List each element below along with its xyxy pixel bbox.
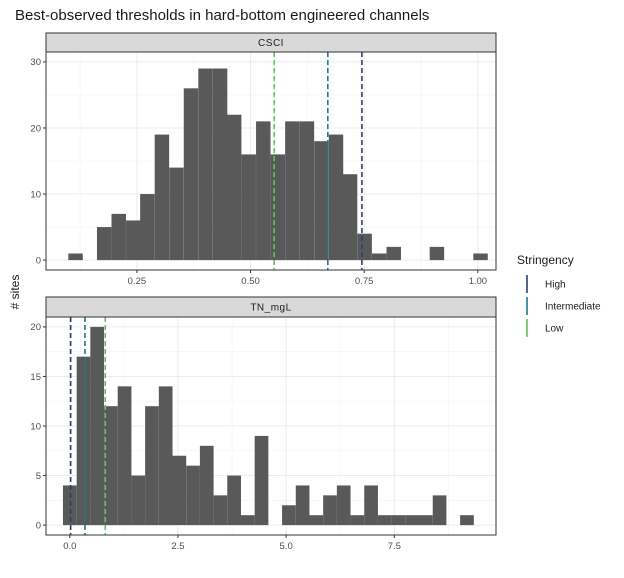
x-tick-label: 2.5 bbox=[171, 541, 184, 552]
x-tick-label: 1.00 bbox=[469, 276, 488, 287]
y-tick-label: 20 bbox=[30, 322, 41, 333]
histogram-bar bbox=[371, 253, 387, 261]
histogram-bar bbox=[227, 475, 241, 526]
histogram-bar bbox=[158, 386, 173, 526]
y-tick-label: 15 bbox=[30, 372, 41, 383]
panel-border bbox=[45, 51, 497, 271]
y-tick-label: 30 bbox=[30, 57, 41, 68]
strip-label: CSCI bbox=[258, 38, 284, 49]
histogram-bar bbox=[299, 121, 315, 261]
y-tick-label: 0 bbox=[36, 520, 41, 531]
histogram-bar bbox=[145, 406, 159, 526]
histogram-bar bbox=[419, 515, 433, 526]
histogram-bar bbox=[285, 121, 300, 261]
legend-label-intermediate: Intermediate bbox=[545, 302, 601, 313]
histogram-bar bbox=[198, 68, 213, 261]
histogram-bar bbox=[140, 194, 155, 261]
histogram-bar bbox=[172, 455, 187, 526]
histogram-bar bbox=[282, 505, 296, 526]
histogram-bar bbox=[270, 154, 286, 261]
strip-label: TN_mgL bbox=[250, 303, 291, 314]
histogram-bar bbox=[212, 68, 228, 261]
y-tick-label: 10 bbox=[30, 189, 41, 200]
legend-label-high: High bbox=[545, 280, 566, 291]
histogram-bar bbox=[357, 233, 372, 261]
histogram-bar bbox=[405, 515, 420, 526]
histogram-bar bbox=[199, 445, 214, 526]
histogram-bar bbox=[76, 356, 91, 526]
histogram-bar bbox=[342, 174, 358, 261]
histogram-bar bbox=[429, 246, 445, 261]
histogram-bar bbox=[254, 435, 269, 526]
histogram-bar bbox=[241, 154, 256, 261]
x-tick-label: 5.0 bbox=[280, 541, 293, 552]
histogram-bar bbox=[460, 515, 474, 526]
histogram-bar bbox=[377, 515, 392, 526]
histogram-bar bbox=[314, 141, 329, 261]
chart-title: Best-observed thresholds in hard-bottom … bbox=[15, 7, 429, 24]
histogram-bar bbox=[169, 167, 184, 261]
histogram-bar bbox=[213, 495, 228, 526]
histogram-bar bbox=[386, 246, 401, 261]
histogram-bar bbox=[131, 475, 146, 526]
y-tick-label: 20 bbox=[30, 123, 41, 134]
x-tick-label: 0.25 bbox=[128, 276, 147, 287]
legend-title: Stringency bbox=[517, 253, 574, 267]
x-tick-label: 7.5 bbox=[388, 541, 401, 552]
histogram-bar bbox=[295, 485, 310, 526]
panel-csci: CSCI 0 10 20 30 0.25 0.50 0.75 1.00 bbox=[30, 32, 497, 287]
histogram-bar bbox=[364, 485, 378, 526]
histogram-bar bbox=[473, 253, 488, 261]
x-tick-label: 0.0 bbox=[63, 541, 76, 552]
histogram-bar bbox=[323, 495, 337, 526]
panel-tn-mgl: TN_mgL 0 5 10 15 20 0.0 2.5 5.0 7.5 bbox=[30, 296, 497, 552]
histogram-bar bbox=[309, 515, 324, 526]
histogram-bar bbox=[241, 515, 255, 526]
y-axis-title: # sites bbox=[8, 275, 22, 310]
histogram-bar bbox=[186, 465, 200, 526]
histogram-bar bbox=[183, 88, 199, 261]
histogram-bar bbox=[328, 134, 344, 261]
x-tick-label: 0.50 bbox=[241, 276, 260, 287]
histogram-bar bbox=[111, 213, 126, 261]
histogram-bar bbox=[336, 485, 351, 526]
x-tick-label: 0.75 bbox=[355, 276, 374, 287]
histogram-bar bbox=[256, 121, 271, 261]
y-tick-label: 5 bbox=[36, 471, 41, 482]
histogram-bar bbox=[117, 386, 132, 526]
histogram-bar bbox=[226, 114, 242, 261]
y-tick-label: 10 bbox=[30, 421, 41, 432]
histogram-bar bbox=[391, 515, 406, 526]
y-tick-label: 0 bbox=[36, 255, 41, 266]
histogram-bar bbox=[96, 227, 112, 261]
legend: Stringency High Intermediate Low bbox=[517, 253, 601, 337]
histogram-bar bbox=[90, 326, 105, 526]
histogram-bar bbox=[104, 406, 118, 526]
histogram-bar bbox=[68, 253, 83, 261]
histogram-bar bbox=[62, 485, 77, 526]
histogram-bar bbox=[350, 515, 365, 526]
histogram-bar bbox=[432, 495, 447, 526]
legend-label-low: Low bbox=[545, 324, 564, 335]
histogram-bar bbox=[126, 220, 141, 261]
histogram-bar bbox=[154, 134, 170, 261]
